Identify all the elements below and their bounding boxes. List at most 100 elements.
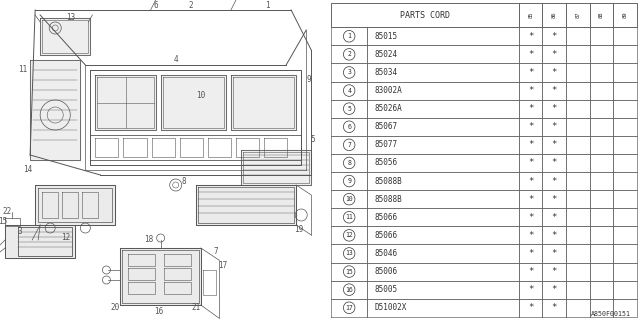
Polygon shape xyxy=(35,185,115,225)
Text: 11: 11 xyxy=(346,214,353,220)
Text: 1: 1 xyxy=(265,2,269,11)
Text: 8: 8 xyxy=(181,178,186,187)
Text: 88: 88 xyxy=(599,12,604,19)
Text: *: * xyxy=(552,213,557,222)
Text: 16: 16 xyxy=(154,308,163,316)
Text: 2: 2 xyxy=(188,2,193,11)
Text: *: * xyxy=(552,195,557,204)
Text: PARTS CORD: PARTS CORD xyxy=(400,11,450,20)
Polygon shape xyxy=(161,75,226,130)
Text: *: * xyxy=(528,267,533,276)
Text: *: * xyxy=(552,32,557,41)
Text: 11: 11 xyxy=(19,66,28,75)
Text: 85026A: 85026A xyxy=(374,104,403,113)
Text: 85066: 85066 xyxy=(374,231,397,240)
Text: 18: 18 xyxy=(144,236,153,244)
Polygon shape xyxy=(196,185,296,225)
Text: *: * xyxy=(528,122,533,131)
Text: A850F00151: A850F00151 xyxy=(591,311,630,317)
Text: 17: 17 xyxy=(218,260,227,269)
Text: *: * xyxy=(528,285,533,294)
Text: 12: 12 xyxy=(346,232,353,238)
Text: *: * xyxy=(528,177,533,186)
Text: *: * xyxy=(528,195,533,204)
Text: 10: 10 xyxy=(196,91,205,100)
Text: 16: 16 xyxy=(346,287,353,293)
Text: 9: 9 xyxy=(348,178,351,184)
Text: 85077: 85077 xyxy=(374,140,397,149)
Polygon shape xyxy=(40,18,90,55)
Text: 85056: 85056 xyxy=(374,158,397,167)
Text: 86: 86 xyxy=(552,12,557,19)
Polygon shape xyxy=(120,248,201,305)
Text: 85005: 85005 xyxy=(374,285,397,294)
Text: 2: 2 xyxy=(348,51,351,57)
Text: *: * xyxy=(528,104,533,113)
Text: *: * xyxy=(528,213,533,222)
Text: 15: 15 xyxy=(346,268,353,275)
Text: 7: 7 xyxy=(214,247,218,257)
Text: 85067: 85067 xyxy=(374,122,397,131)
Text: 85066: 85066 xyxy=(374,213,397,222)
Text: 7: 7 xyxy=(348,142,351,148)
Text: 8: 8 xyxy=(348,160,351,166)
Text: 3: 3 xyxy=(348,69,351,76)
Text: 3: 3 xyxy=(18,228,22,236)
Text: 12: 12 xyxy=(61,234,70,243)
Text: 13: 13 xyxy=(66,13,75,22)
Text: *: * xyxy=(528,50,533,59)
Text: 85046: 85046 xyxy=(374,249,397,258)
Text: 10: 10 xyxy=(346,196,353,202)
Polygon shape xyxy=(241,150,311,185)
Text: *: * xyxy=(528,140,533,149)
Text: 5: 5 xyxy=(348,106,351,112)
Text: *: * xyxy=(528,249,533,258)
Text: 87: 87 xyxy=(575,12,580,19)
Text: 6: 6 xyxy=(154,2,158,11)
Text: 4: 4 xyxy=(173,55,178,65)
Text: *: * xyxy=(552,303,557,312)
Text: 14: 14 xyxy=(24,165,33,174)
Text: 85088B: 85088B xyxy=(374,195,403,204)
Text: D51002X: D51002X xyxy=(374,303,407,312)
Polygon shape xyxy=(5,225,76,258)
Text: *: * xyxy=(552,122,557,131)
Text: 1: 1 xyxy=(348,33,351,39)
Text: 83002A: 83002A xyxy=(374,86,403,95)
Polygon shape xyxy=(231,75,296,130)
Text: *: * xyxy=(552,86,557,95)
Polygon shape xyxy=(30,60,81,160)
Text: *: * xyxy=(528,86,533,95)
Text: *: * xyxy=(552,140,557,149)
Text: 4: 4 xyxy=(348,88,351,93)
Text: *: * xyxy=(528,303,533,312)
Polygon shape xyxy=(95,75,156,130)
Text: 85006: 85006 xyxy=(374,267,397,276)
Text: 9: 9 xyxy=(307,76,312,84)
Text: 20: 20 xyxy=(111,303,120,313)
Text: *: * xyxy=(552,177,557,186)
Text: 13: 13 xyxy=(346,251,353,256)
Text: 85015: 85015 xyxy=(374,32,397,41)
Text: *: * xyxy=(552,249,557,258)
Text: 21: 21 xyxy=(191,303,200,313)
Text: *: * xyxy=(552,68,557,77)
Text: 85034: 85034 xyxy=(374,68,397,77)
Text: *: * xyxy=(552,158,557,167)
Text: *: * xyxy=(528,68,533,77)
Text: 15: 15 xyxy=(0,218,8,227)
Text: *: * xyxy=(552,104,557,113)
Text: 85: 85 xyxy=(528,12,533,19)
Text: 17: 17 xyxy=(346,305,353,311)
Text: 85088B: 85088B xyxy=(374,177,403,186)
Text: 85024: 85024 xyxy=(374,50,397,59)
Text: 6: 6 xyxy=(348,124,351,130)
Text: *: * xyxy=(552,50,557,59)
Text: 89: 89 xyxy=(623,12,628,19)
Text: *: * xyxy=(528,231,533,240)
Text: *: * xyxy=(528,158,533,167)
Text: 5: 5 xyxy=(311,135,316,145)
Text: *: * xyxy=(552,285,557,294)
Text: *: * xyxy=(552,231,557,240)
Text: 19: 19 xyxy=(294,226,304,235)
